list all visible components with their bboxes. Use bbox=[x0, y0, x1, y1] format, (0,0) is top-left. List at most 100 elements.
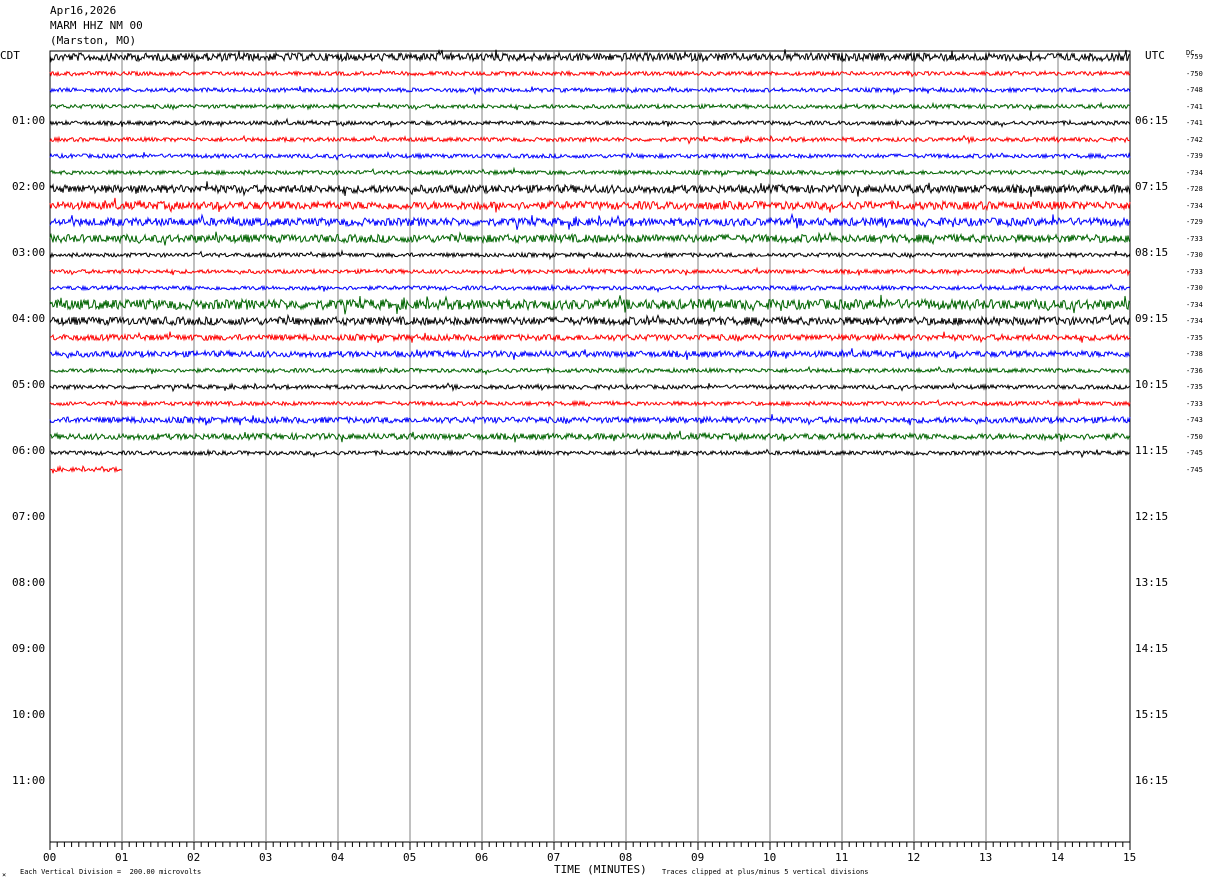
right-hour-label: 10:15 bbox=[1135, 378, 1169, 391]
right-hour-label: 09:15 bbox=[1135, 312, 1169, 325]
dc-offset-label: -734 bbox=[1186, 300, 1203, 309]
left-hour-label: 11:00 bbox=[12, 774, 46, 787]
x-tick-label: 04 bbox=[331, 851, 345, 864]
clip-note: Traces clipped at plus/minus 5 vertical … bbox=[662, 868, 869, 876]
dc-offset-label: -738 bbox=[1186, 350, 1203, 358]
dc-offset-label: -741 bbox=[1186, 102, 1203, 111]
dc-offset-label: -728 bbox=[1186, 185, 1203, 193]
left-hour-label: 08:00 bbox=[12, 576, 46, 589]
seismic-trace bbox=[49, 166, 1131, 178]
seismic-trace bbox=[49, 101, 1130, 111]
seismic-trace bbox=[49, 464, 123, 474]
x-tick-label: 03 bbox=[259, 851, 273, 864]
right-hour-label: 16:15 bbox=[1135, 774, 1169, 787]
dc-offset-label: -745 bbox=[1186, 465, 1203, 474]
right-hour-label: 12:15 bbox=[1135, 510, 1169, 523]
dc-offset-label: -733 bbox=[1186, 399, 1203, 408]
seismic-trace bbox=[49, 212, 1131, 230]
x-tick-label: 15 bbox=[1123, 851, 1137, 864]
x-tick-label: 09 bbox=[691, 851, 705, 864]
location-label: (Marston, MO) bbox=[50, 34, 137, 47]
scale-icon: ⨯ bbox=[2, 871, 7, 879]
x-tick-label: 06 bbox=[475, 851, 489, 864]
right-hour-label: 11:15 bbox=[1135, 444, 1169, 457]
x-tick-label: 13 bbox=[979, 851, 993, 864]
dc-offset-label: -734 bbox=[1186, 201, 1203, 210]
left-hour-label: 02:00 bbox=[12, 180, 46, 193]
dc-offset-label: -733 bbox=[1186, 267, 1203, 276]
right-hour-label: 14:15 bbox=[1135, 642, 1169, 655]
seismic-trace bbox=[49, 48, 1131, 63]
x-tick-label: 05 bbox=[403, 851, 417, 864]
left-hour-label: 09:00 bbox=[12, 642, 46, 655]
dc-offset-label: -750 bbox=[1186, 69, 1203, 78]
dc-offset-label: -734 bbox=[1186, 168, 1203, 177]
dc-offset-label: -759 bbox=[1186, 53, 1203, 61]
left-hour-label: 10:00 bbox=[12, 708, 46, 721]
dc-offset-label: -750 bbox=[1186, 432, 1203, 441]
seismic-trace bbox=[49, 197, 1131, 214]
dc-offset-label: -734 bbox=[1186, 317, 1203, 325]
left-timezone-label: CDT bbox=[0, 49, 20, 62]
x-tick-label: 01 bbox=[115, 851, 129, 864]
left-hour-label: 01:00 bbox=[12, 114, 46, 127]
left-hour-label: 07:00 bbox=[12, 510, 46, 523]
x-axis-title: TIME (MINUTES) bbox=[554, 863, 647, 876]
x-tick-label: 07 bbox=[547, 851, 561, 864]
x-tick-label: 08 bbox=[619, 851, 633, 864]
seismic-trace bbox=[49, 414, 1131, 426]
seismic-trace bbox=[49, 85, 1131, 96]
left-hour-label: 03:00 bbox=[12, 246, 46, 259]
scale-note: Each Vertical Division = 200.00 microvol… bbox=[20, 868, 202, 876]
seismic-trace bbox=[49, 348, 1130, 360]
right-hour-label: 08:15 bbox=[1135, 246, 1169, 259]
date-label: Apr16,2026 bbox=[50, 4, 117, 17]
dc-offset-label: -739 bbox=[1186, 152, 1203, 160]
seismic-trace bbox=[49, 313, 1131, 328]
right-timezone-label: UTC bbox=[1145, 49, 1165, 62]
seismic-trace bbox=[49, 134, 1131, 145]
seismic-trace bbox=[49, 265, 1131, 277]
x-tick-label: 02 bbox=[187, 851, 201, 864]
seismic-trace bbox=[49, 381, 1131, 393]
right-hour-label: 06:15 bbox=[1135, 114, 1169, 127]
x-tick-label: 10 bbox=[763, 851, 777, 864]
station-label: MARM HHZ NM 00 bbox=[50, 19, 143, 32]
dc-offset-label: -735 bbox=[1186, 383, 1203, 391]
dc-offset-label: -742 bbox=[1186, 135, 1203, 144]
dc-offset-label: -729 bbox=[1186, 218, 1203, 226]
dc-header-label: DC bbox=[1186, 49, 1195, 57]
seismic-trace bbox=[49, 365, 1131, 376]
x-tick-label: 11 bbox=[835, 851, 849, 864]
dc-offset-label: -745 bbox=[1186, 449, 1203, 457]
dc-offset-label: -733 bbox=[1186, 234, 1203, 243]
dc-offset-label: -735 bbox=[1186, 333, 1203, 342]
x-tick-label: 14 bbox=[1051, 851, 1065, 864]
dc-offset-label: -748 bbox=[1186, 86, 1203, 94]
seismic-trace bbox=[50, 331, 1131, 344]
dc-offset-label: -741 bbox=[1186, 119, 1203, 127]
seismic-trace bbox=[49, 448, 1131, 459]
seismic-trace bbox=[49, 283, 1131, 294]
seismic-trace bbox=[50, 430, 1131, 443]
seismic-trace bbox=[49, 68, 1131, 78]
seismic-trace bbox=[49, 397, 1131, 408]
seismic-trace bbox=[49, 181, 1131, 197]
dc-offset-label: -736 bbox=[1186, 366, 1203, 375]
right-hour-label: 13:15 bbox=[1135, 576, 1169, 589]
dc-offset-label: -730 bbox=[1186, 284, 1203, 292]
seismic-trace bbox=[49, 249, 1131, 261]
seismic-trace bbox=[49, 294, 1131, 315]
left-hour-label: 05:00 bbox=[12, 378, 46, 391]
left-hour-label: 06:00 bbox=[12, 444, 46, 457]
x-tick-label: 00 bbox=[43, 851, 57, 864]
dc-offset-label: -743 bbox=[1186, 416, 1203, 424]
left-hour-label: 04:00 bbox=[12, 312, 46, 325]
x-tick-label: 12 bbox=[907, 851, 921, 864]
right-hour-label: 15:15 bbox=[1135, 708, 1169, 721]
seismic-trace bbox=[49, 231, 1131, 246]
plot-frame bbox=[49, 50, 1131, 843]
seismic-trace bbox=[49, 150, 1131, 161]
seismic-trace bbox=[49, 117, 1131, 129]
